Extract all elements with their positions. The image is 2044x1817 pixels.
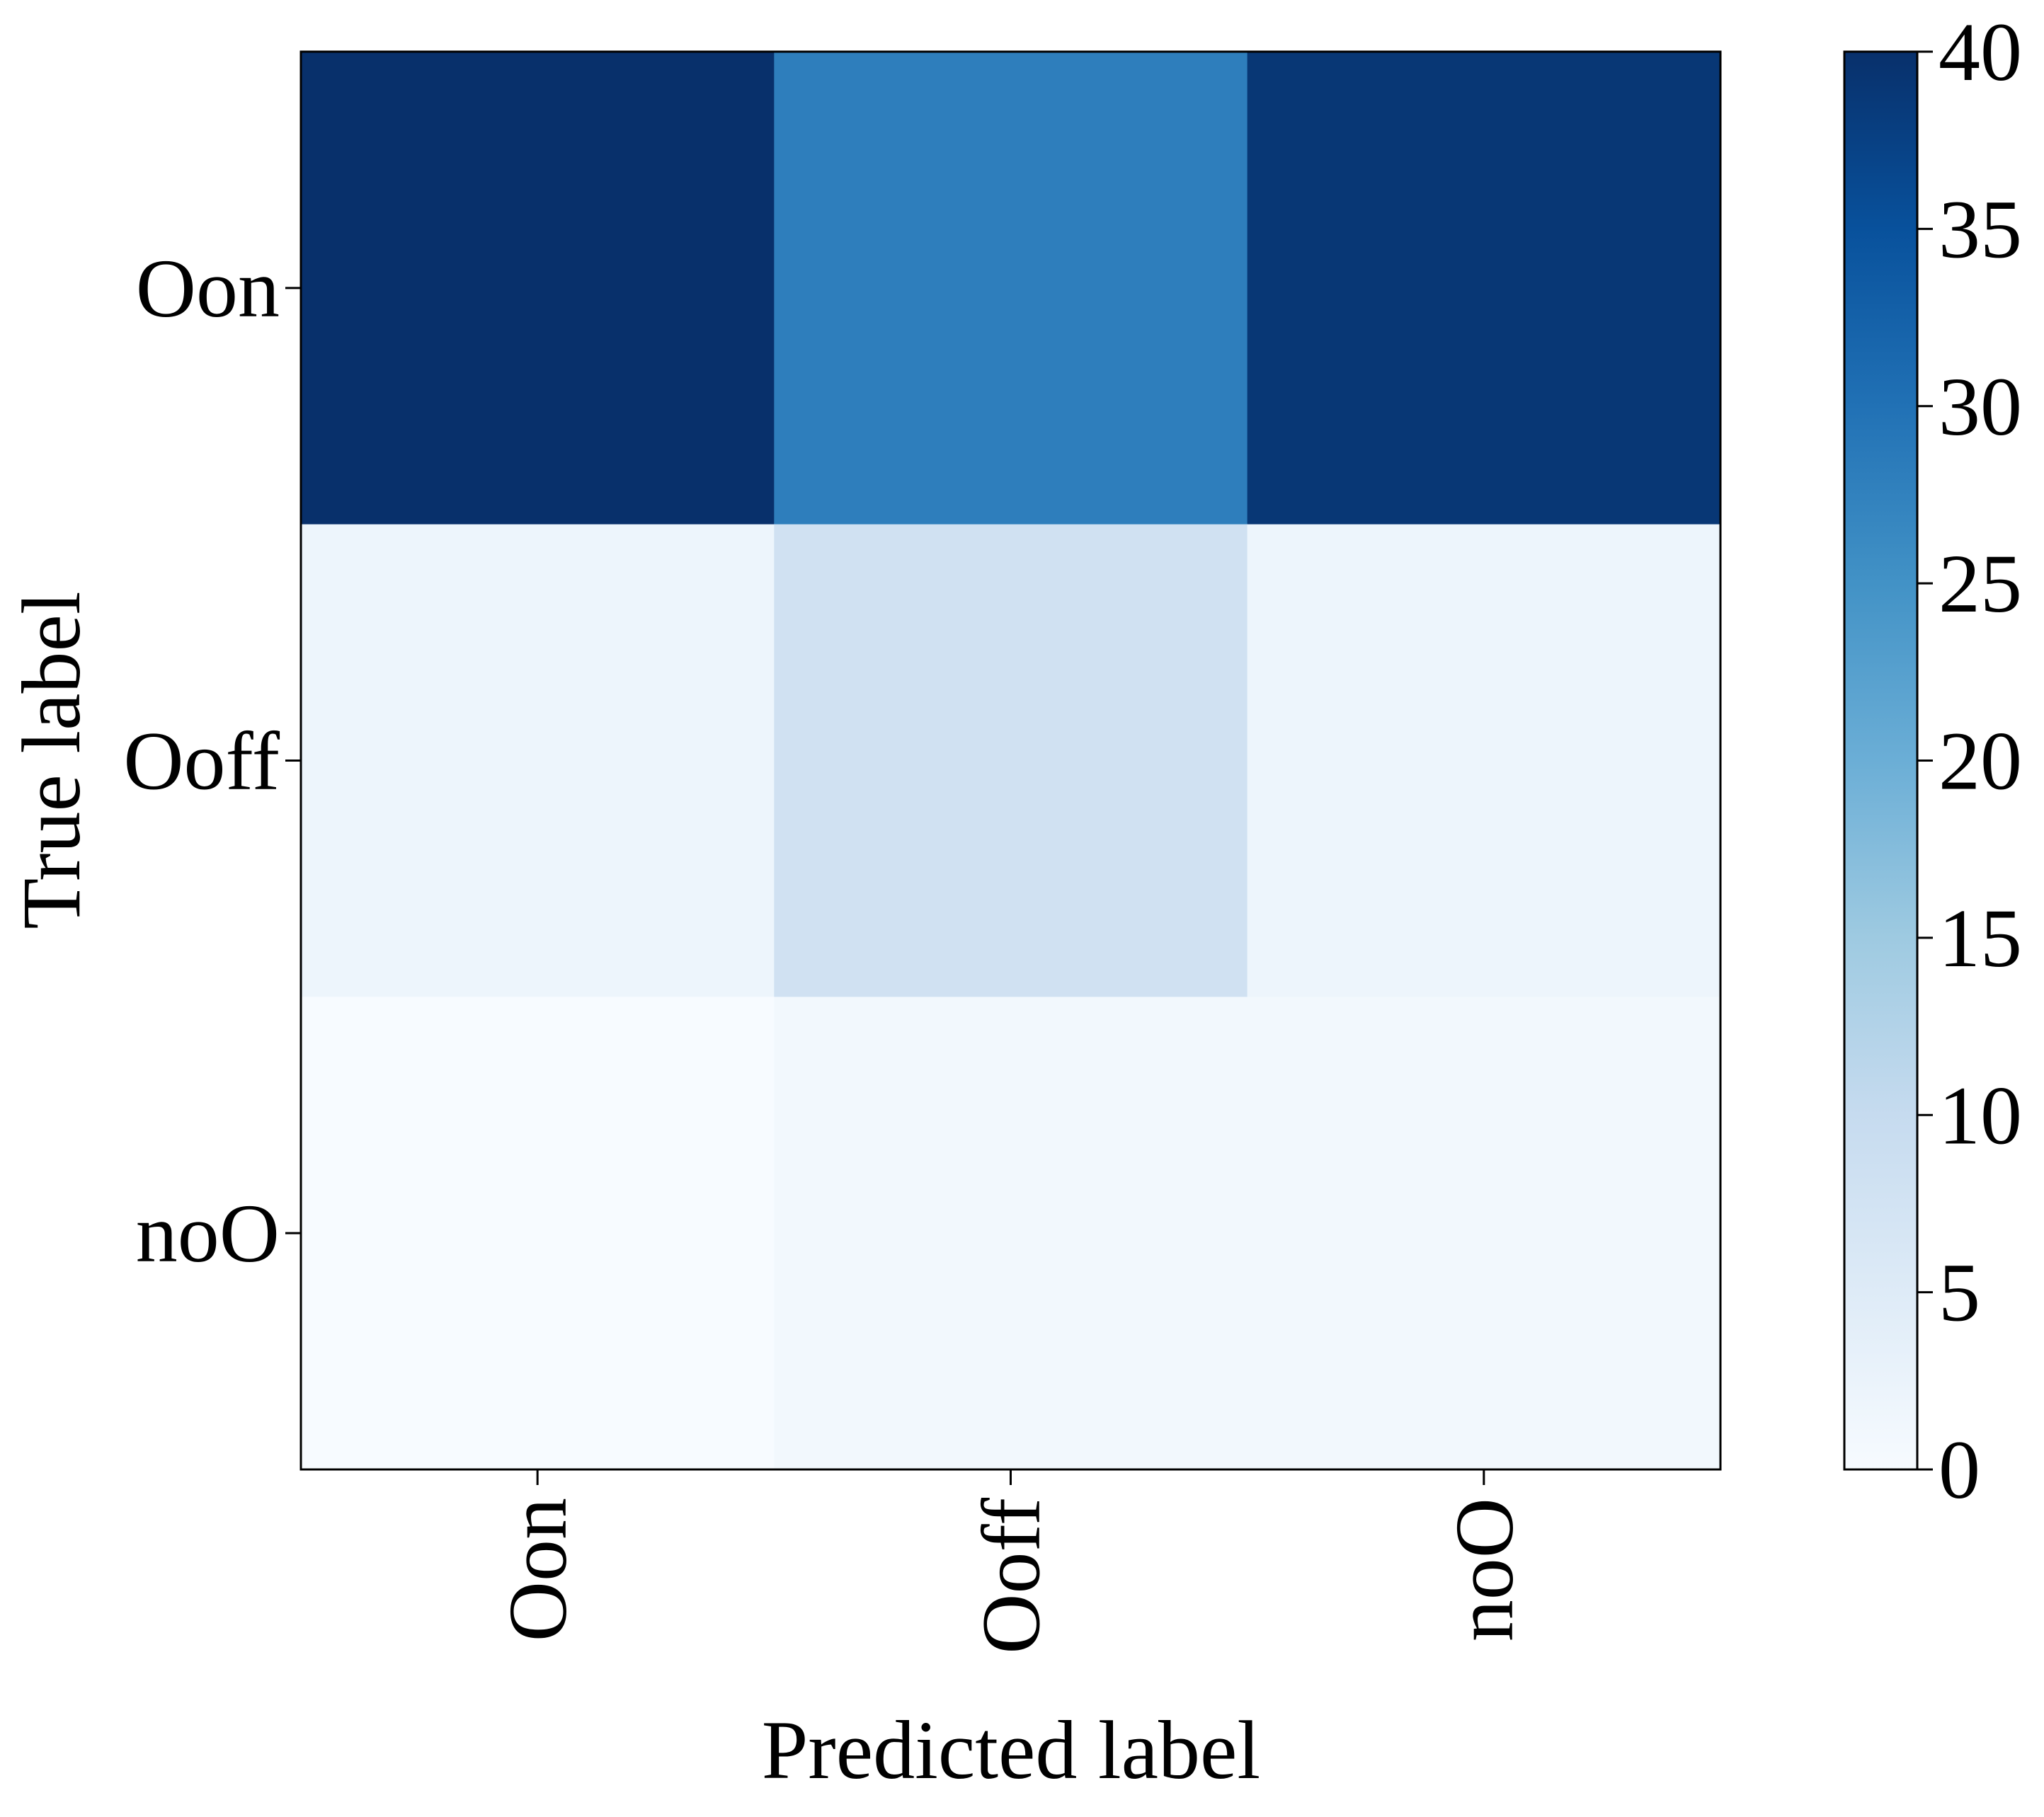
colorbar-tick-label: 20: [1939, 715, 2022, 808]
colorbar-tick-label: 40: [1939, 6, 2022, 98]
x-tick-label: noO: [1438, 1498, 1531, 1641]
y-tick-label: Oon: [136, 242, 280, 335]
heatmap-cell-noo-noo: [1247, 997, 1721, 1470]
heatmap-cell-oon-oon: [301, 52, 775, 525]
colorbar-tick-label: 35: [1939, 183, 2022, 275]
y-axis-ticks: Oon Ooff noO: [123, 242, 301, 1280]
x-axis-label: Predicted label: [762, 1704, 1260, 1796]
colorbar-tick-label: 10: [1939, 1069, 2022, 1162]
heatmap-cells: [301, 52, 1721, 1470]
x-tick-label: Oon: [491, 1498, 584, 1641]
colorbar: [1843, 50, 1919, 1471]
y-tick-label: Ooff: [123, 715, 280, 808]
colorbar-tick-label: 30: [1939, 360, 2022, 453]
colorbar-tick-label: 0: [1939, 1423, 1980, 1516]
colorbar-tick-label: 25: [1939, 537, 2022, 630]
y-axis-label: True label: [5, 591, 98, 929]
heatmap-cell-noo-ooff: [774, 997, 1248, 1470]
heatmap-cell-ooff-ooff: [774, 524, 1248, 997]
heatmap-cell-noo-oon: [301, 997, 775, 1470]
y-tick-label: noO: [136, 1187, 280, 1280]
colorbar-tick-label: 15: [1939, 892, 2022, 985]
heatmap-cell-oon-ooff: [774, 52, 1248, 525]
colorbar-tick-label: 5: [1939, 1246, 1980, 1339]
heatmap-cell-oon-noo: [1247, 52, 1721, 525]
heatmap-cell-ooff-oon: [301, 524, 775, 997]
x-tick-label: Ooff: [965, 1497, 1058, 1653]
heatmap-cell-ooff-noo: [1247, 524, 1721, 997]
colorbar-ticks: 0 5 10 15 20 25 30 35 40: [1917, 6, 2022, 1516]
x-axis-ticks: Oon Ooff noO: [491, 1469, 1531, 1654]
